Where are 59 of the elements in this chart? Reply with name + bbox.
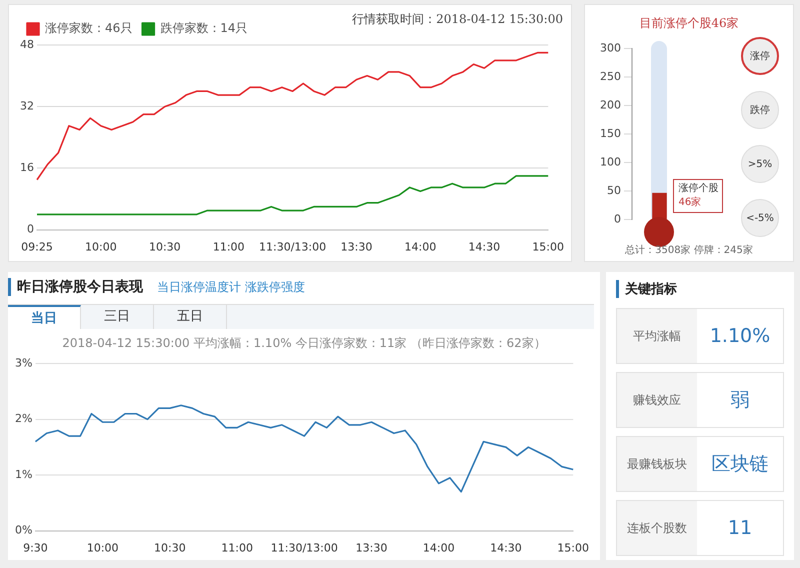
text: 行情获取时间：2018-04-12 15:30:00 — [352, 12, 563, 26]
legend-label: 跌停家数：14只 — [160, 21, 248, 36]
category-label: 平均涨幅 — [617, 309, 697, 363]
text: 11 — [728, 517, 752, 539]
text: 46家 — [678, 196, 702, 210]
x-tick-label: 10:00 — [85, 240, 117, 254]
chart-title: 目前涨停个股46家 — [638, 15, 740, 32]
y-tick-label: 200 — [600, 98, 621, 112]
text: 区块链 — [712, 453, 768, 475]
x-tick-label: 15:00 — [557, 541, 589, 554]
x-tick-label: 11:30/13:00 — [270, 541, 338, 554]
y-tick-label: 3% — [15, 356, 32, 370]
text: 关键指标 — [616, 280, 794, 298]
y-tick-label: 300 — [600, 41, 621, 54]
text: 弱 — [730, 389, 750, 411]
text: 三日 — [81, 305, 154, 329]
x-tick-label: 9:30 — [23, 541, 48, 554]
x-tick-label: 15:00 — [532, 240, 564, 254]
text: 涨停 — [741, 37, 779, 75]
y-tick-label: 16 — [20, 161, 34, 174]
text: 2018-04-12 15:30:00 平均涨幅：1.10% 今日涨停家数：11家 （昨日涨停家数：62家） — [61, 335, 547, 352]
category-label: 最赚钱板块 — [617, 437, 697, 491]
text: 总计：3508家 停牌：245家 — [624, 244, 754, 257]
x-tick-label: 11:00 — [212, 240, 245, 254]
text: >5% — [741, 145, 779, 183]
chart-title: 昨日涨停股今日表现 — [8, 278, 143, 296]
x-tick-label: 10:30 — [148, 240, 181, 254]
y-tick-label: 250 — [600, 70, 621, 83]
text: 涨停个股 — [678, 182, 718, 196]
y-tick-label: 32 — [20, 99, 34, 112]
y-tick-label: 2% — [15, 412, 32, 426]
y-tick-label: 0 — [614, 212, 621, 226]
x-tick-label: 13:30 — [340, 240, 372, 254]
x-tick-label: 14:30 — [490, 541, 522, 554]
legend-label: 涨停家数：46只 — [45, 21, 132, 36]
x-tick-label: 10:00 — [86, 541, 119, 554]
y-tick-label: 50 — [606, 184, 621, 197]
x-tick-label: 13:30 — [356, 541, 388, 554]
text: 当日 — [8, 305, 81, 329]
x-tick-label: 14:30 — [468, 240, 500, 254]
x-tick-label: 11:30/13:00 — [259, 240, 326, 254]
x-tick-label: 09:25 — [21, 240, 53, 254]
y-tick-label: 0 — [26, 222, 34, 236]
x-tick-label: 14:00 — [404, 240, 436, 254]
text: 跌停 — [741, 91, 779, 129]
category-label: 连板个股数 — [617, 501, 697, 555]
y-tick-label: 150 — [600, 126, 621, 140]
y-tick-label: 1% — [15, 468, 32, 481]
category-label: 赚钱效应 — [617, 373, 697, 427]
chart-subtitle: 当日涨停温度计 涨跌停强度 — [157, 279, 305, 296]
x-tick-label: 10:30 — [154, 541, 186, 554]
y-tick-label: 48 — [20, 38, 34, 51]
y-tick-label: 100 — [600, 155, 621, 168]
x-tick-label: 11:00 — [221, 541, 253, 554]
x-tick-label: 14:00 — [422, 541, 455, 554]
y-tick-label: 0% — [15, 524, 32, 537]
text: 五日 — [154, 305, 227, 329]
text: 1.10% — [710, 325, 770, 347]
text: <-5% — [741, 199, 779, 237]
